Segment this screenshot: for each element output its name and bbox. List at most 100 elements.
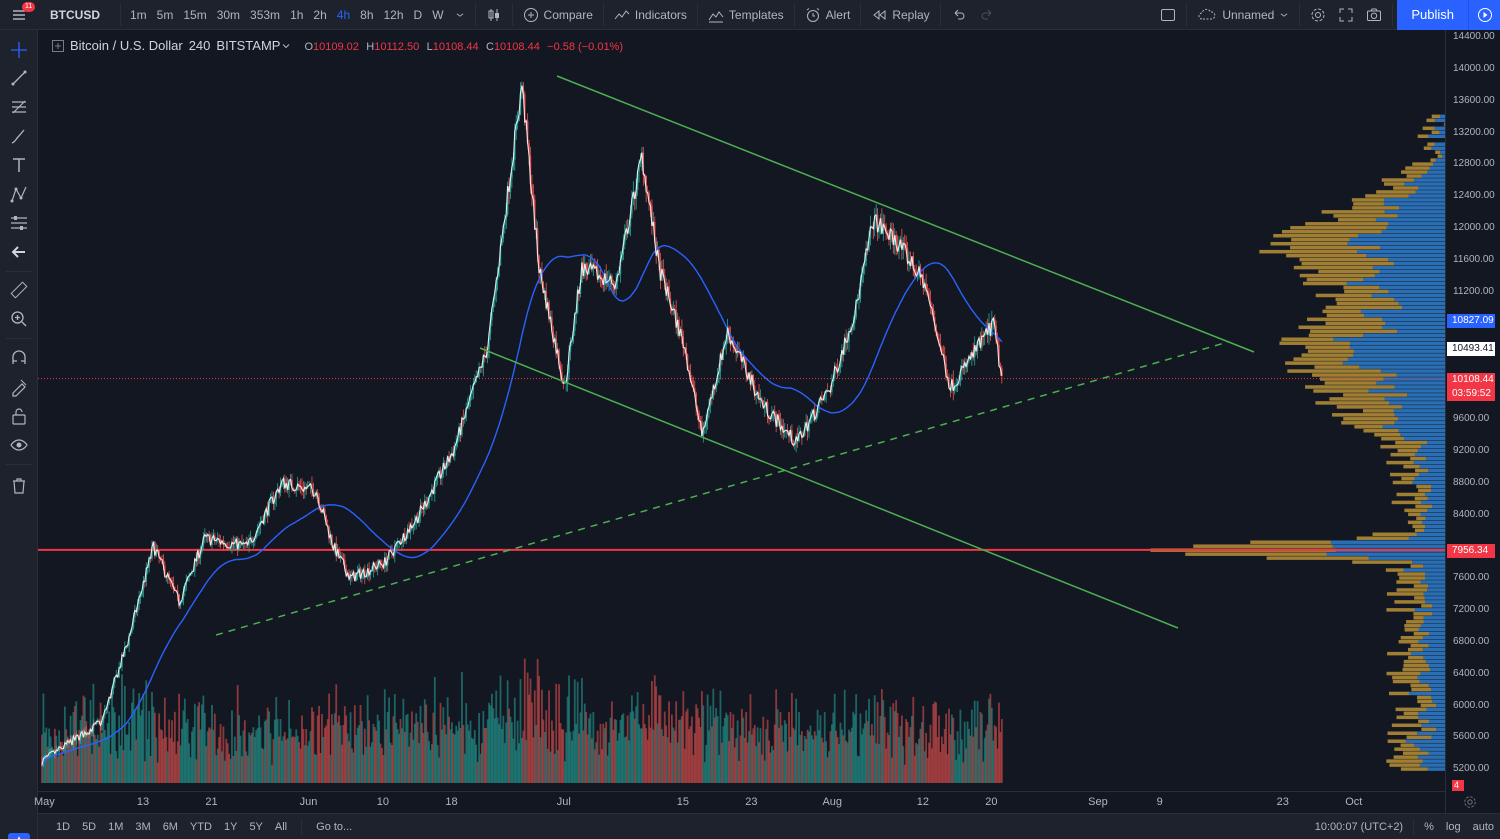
- candle-body: [576, 289, 579, 313]
- eye-icon[interactable]: [9, 435, 29, 455]
- range-5y[interactable]: 5Y: [249, 820, 263, 833]
- range-3m[interactable]: 3M: [135, 820, 151, 833]
- lock-icon[interactable]: [9, 406, 29, 426]
- volume-bar: [313, 753, 316, 783]
- time-axis[interactable]: May 13 21 Jun 10 18 Jul 15 23 Aug 12 20 Sep 9 23 Oct: [34, 791, 1476, 813]
- volume-bar: [49, 736, 52, 783]
- layout-button[interactable]: [1154, 0, 1182, 30]
- save-layout-button[interactable]: Unnamed: [1191, 0, 1295, 30]
- timezone-clock[interactable]: 10:00:07 (UTC+2): [1314, 820, 1404, 833]
- volume-profile-bar-up: [1416, 731, 1445, 735]
- prediction-icon[interactable]: [9, 213, 29, 233]
- menu-button[interactable]: 11: [0, 0, 38, 30]
- fib-retracement-icon[interactable]: [9, 97, 29, 117]
- trend-line-icon[interactable]: [9, 68, 29, 88]
- undo-button[interactable]: [945, 0, 973, 30]
- crosshair-icon[interactable]: [9, 40, 29, 60]
- candle-body: [722, 348, 725, 360]
- volume-bar: [555, 683, 558, 783]
- interval-12h[interactable]: 12h: [383, 7, 404, 22]
- range-6m[interactable]: 6M: [162, 820, 178, 833]
- stay-in-drawing-mode-icon[interactable]: [9, 377, 29, 397]
- expand-icon[interactable]: [52, 39, 64, 52]
- indicators-button[interactable]: Indicators: [608, 0, 693, 30]
- range-all[interactable]: All: [274, 820, 288, 833]
- volume-profile-bar-down: [1414, 528, 1424, 533]
- candle-body: [499, 245, 502, 266]
- range-1m[interactable]: 1M: [108, 820, 124, 833]
- volume-bar: [960, 739, 963, 783]
- volume-bar: [576, 681, 579, 783]
- back-arrow-icon[interactable]: [9, 242, 29, 262]
- brush-icon[interactable]: [9, 126, 29, 146]
- volume-profile-bar-up: [1430, 667, 1445, 672]
- descending-trendline-upper[interactable]: [556, 75, 1255, 353]
- interval-1h[interactable]: 1h: [290, 7, 304, 22]
- volume-bar: [903, 764, 906, 783]
- templates-button[interactable]: Templates: [702, 0, 790, 30]
- candle-body: [999, 366, 1002, 369]
- candle-body: [558, 350, 560, 366]
- snapshot-button[interactable]: [1360, 0, 1388, 30]
- percent-scale-toggle[interactable]: %: [1424, 820, 1434, 833]
- interval-dropdown-button[interactable]: [449, 0, 471, 30]
- zoom-in-icon[interactable]: [9, 309, 29, 329]
- candle-body: [896, 245, 899, 252]
- ascending-trendline-dashed[interactable]: [215, 341, 1229, 636]
- interval-30m[interactable]: 30m: [216, 7, 241, 22]
- range-1y[interactable]: 1Y: [223, 820, 238, 833]
- symbol-title[interactable]: Bitcoin / U.S. Dollar: [70, 38, 183, 53]
- interval-15m[interactable]: 15m: [183, 7, 207, 22]
- publish-video-button[interactable]: [1468, 0, 1500, 30]
- volume-profile-bar-up: [1332, 544, 1445, 548]
- range-1d[interactable]: 1D: [56, 820, 71, 833]
- candle-body: [599, 275, 602, 279]
- volume-bar: [462, 724, 465, 783]
- volume-profile-bar-up: [1422, 635, 1445, 640]
- price-chart[interactable]: [38, 30, 1445, 813]
- range-ytd[interactable]: YTD: [189, 820, 212, 833]
- volume-bar: [341, 744, 343, 783]
- interval-353m[interactable]: 353m: [250, 7, 281, 22]
- compare-button[interactable]: Compare: [517, 0, 599, 30]
- volume-bar: [783, 720, 786, 783]
- descending-trendline-lower[interactable]: [479, 347, 1179, 629]
- candle-body: [551, 317, 553, 332]
- favorites-button[interactable]: [8, 833, 30, 839]
- alert-button[interactable]: Alert: [799, 0, 857, 30]
- log-scale-toggle[interactable]: log: [1445, 820, 1461, 833]
- range-5d[interactable]: 5D: [82, 820, 97, 833]
- interval-8h[interactable]: 8h: [360, 7, 374, 22]
- interval-5m[interactable]: 5m: [156, 7, 174, 22]
- symbol-search-button[interactable]: BTCUSD: [50, 7, 100, 22]
- interval-d[interactable]: D: [413, 7, 423, 22]
- trash-icon[interactable]: [9, 475, 29, 495]
- publish-button[interactable]: Publish: [1397, 0, 1468, 30]
- magnet-icon[interactable]: [9, 348, 29, 368]
- interval-4h[interactable]: 4h: [336, 7, 351, 22]
- replay-button[interactable]: Replay: [865, 0, 935, 30]
- candle-body: [349, 575, 352, 580]
- interval-1m[interactable]: 1m: [130, 7, 147, 22]
- settings-button[interactable]: [1304, 0, 1332, 30]
- auto-scale-toggle[interactable]: auto: [1472, 820, 1494, 833]
- candle-body: [454, 446, 456, 456]
- price-axis[interactable]: 14400.00 14000.00 13600.00 13200.00 12800.00…: [1445, 30, 1500, 813]
- fullscreen-button[interactable]: [1332, 0, 1360, 30]
- chart-settings-gear-icon[interactable]: [1463, 795, 1477, 809]
- interval-2h[interactable]: 2h: [313, 7, 327, 22]
- ruler-icon[interactable]: [9, 280, 29, 300]
- volume-bar: [193, 703, 196, 783]
- pattern-icon[interactable]: [9, 184, 29, 204]
- text-tool-icon[interactable]: [9, 155, 29, 175]
- goto-date-button[interactable]: Go to...: [316, 820, 353, 833]
- volume-bar: [459, 727, 462, 783]
- chevron-down-icon: [1280, 12, 1288, 17]
- volume-bar: [522, 730, 525, 783]
- interval-w[interactable]: W: [432, 7, 444, 22]
- redo-button[interactable]: [973, 0, 1001, 30]
- chart-type-button[interactable]: [480, 0, 508, 30]
- volume-bar: [66, 736, 69, 783]
- chevron-down-icon[interactable]: [282, 42, 290, 50]
- volume-profile-bar-up: [1428, 468, 1445, 473]
